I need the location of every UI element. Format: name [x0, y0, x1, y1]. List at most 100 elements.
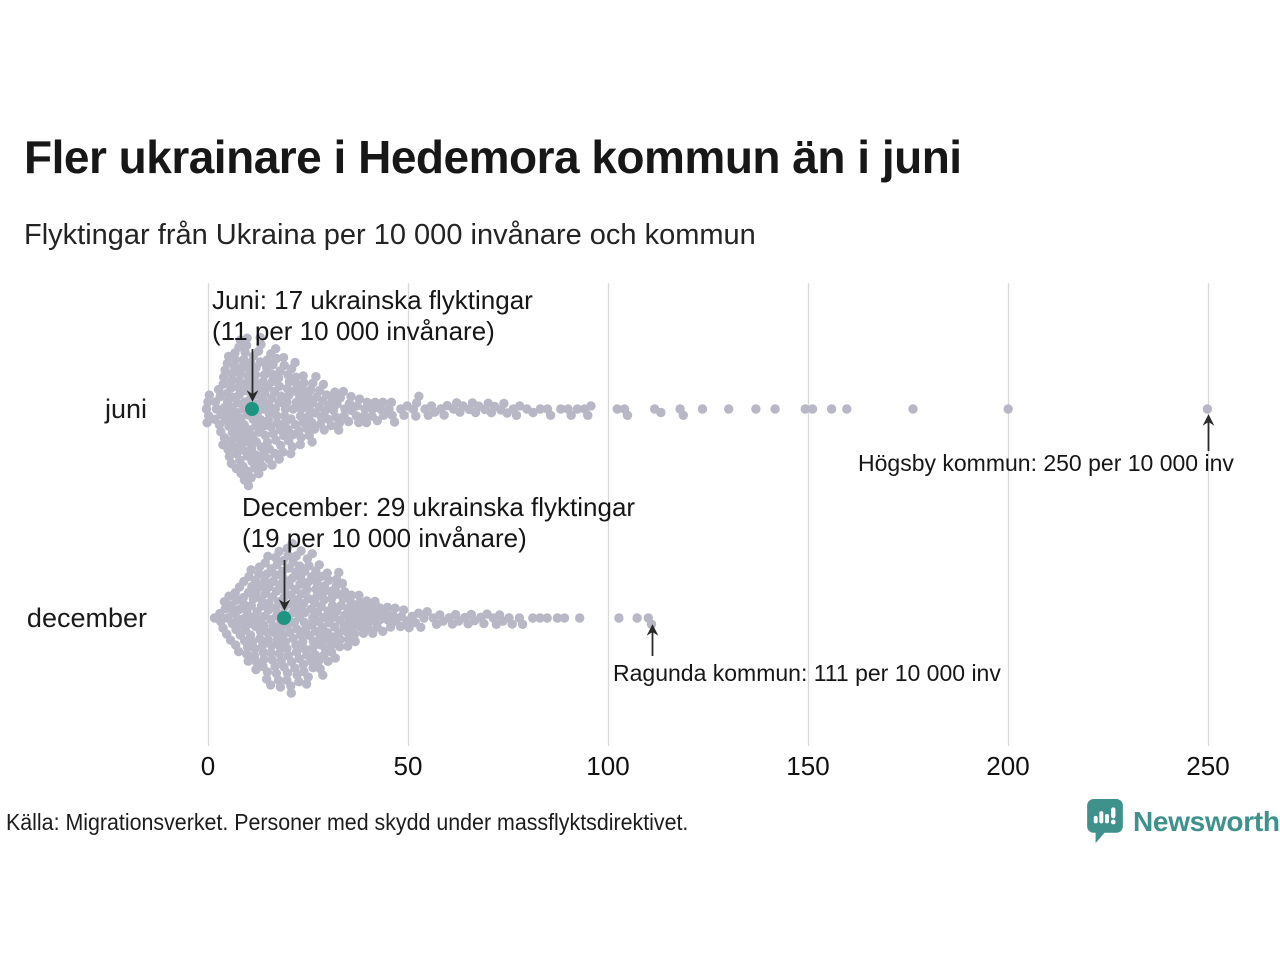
swarm-dot	[226, 383, 236, 393]
swarm-dot	[323, 656, 333, 666]
swarm-dot	[290, 357, 300, 368]
swarm-dot	[542, 613, 552, 623]
swarm-dot	[276, 391, 286, 401]
swarm-dot	[307, 437, 317, 447]
swarm-dot	[334, 425, 344, 435]
swarm-dot	[240, 347, 250, 358]
swarm-dot	[229, 362, 240, 372]
swarm-dot	[267, 460, 277, 470]
swarm-dot	[286, 688, 296, 698]
swarm-dot	[270, 661, 280, 672]
swarm-dot	[256, 339, 266, 350]
swarm-dot	[218, 379, 228, 389]
swarm-dot	[318, 379, 329, 390]
swarm-dot	[362, 596, 372, 606]
swarm-dot	[572, 404, 583, 414]
swarm-dot	[243, 481, 254, 491]
swarm-dot	[389, 417, 400, 427]
swarm-dot	[241, 340, 252, 351]
december-annotation-line1: December: 29 ukrainska flyktingar	[242, 492, 636, 522]
swarm-dot	[226, 376, 237, 386]
x-tick-label: 50	[393, 751, 423, 781]
swarm-dot	[254, 469, 264, 479]
swarm-dot	[379, 410, 389, 420]
row-label-juni: juni	[104, 394, 147, 424]
hogsby-outlier-annotation: Högsby kommun: 250 per 10 000 inv	[858, 450, 1234, 476]
swarm-dot	[267, 641, 277, 651]
swarm-dot	[334, 418, 345, 428]
swarm-dot	[274, 381, 285, 391]
swarm-dot	[646, 619, 657, 629]
newsworthy-brand: Newsworthy	[1086, 798, 1280, 845]
swarm-dot	[632, 613, 642, 623]
swarm-dot	[528, 613, 538, 623]
swarm-dot	[612, 404, 622, 414]
swarm-dot	[254, 569, 264, 579]
swarm-dot	[286, 681, 296, 691]
swarm-dot	[278, 447, 288, 457]
swarm-dot	[265, 680, 276, 690]
swarm-dot	[346, 590, 357, 600]
swarm-dot	[724, 404, 734, 414]
swarm-dot	[751, 404, 761, 414]
swarm-dot	[395, 621, 406, 632]
swarm-dot	[535, 404, 545, 414]
swarm-dot	[842, 404, 852, 414]
swarm-dot	[1202, 404, 1213, 414]
swarm-dot	[908, 404, 918, 414]
swarm-dot	[378, 397, 388, 407]
swarm-dot	[266, 648, 276, 658]
swarm-dot	[386, 397, 397, 407]
swarm-dot	[1003, 404, 1013, 414]
gridlines	[207, 283, 1210, 746]
swarm-dot	[262, 667, 273, 677]
swarm-dot	[422, 607, 432, 617]
swarm-dot	[517, 619, 528, 629]
swarm-dot	[390, 603, 400, 613]
swarm-dot	[334, 567, 344, 578]
swarm-dot	[302, 585, 312, 595]
swarm-dot	[334, 642, 345, 652]
swarm-dot	[370, 397, 380, 407]
swarm-dot	[535, 613, 545, 623]
swarm-dot	[337, 578, 348, 589]
swarm-dot	[399, 410, 409, 420]
swarm-dot	[439, 410, 449, 420]
swarm-dot	[274, 546, 284, 557]
juni-annotation-line1: Juni: 17 ukrainska flyktingar	[212, 285, 533, 315]
swarm-dot	[243, 372, 253, 382]
swarm-dot	[274, 454, 284, 464]
swarm-dot	[255, 332, 265, 343]
swarm-dot	[545, 410, 556, 420]
swarm-dot	[361, 418, 372, 428]
swarm-dot	[318, 670, 328, 680]
swarm-dot	[291, 372, 301, 382]
swarm-dot	[298, 371, 308, 381]
swarm-dot	[231, 355, 241, 365]
swarm-dot	[334, 628, 344, 638]
swarm-dot	[273, 373, 284, 383]
swarm-dot	[278, 352, 289, 363]
swarm-dot	[416, 622, 426, 632]
swarm-dot	[314, 560, 324, 570]
swarm-dot	[479, 618, 489, 629]
swarm-dot	[282, 668, 293, 678]
swarm-dot	[250, 644, 260, 654]
swarm-dot	[343, 641, 353, 651]
swarm-dot	[301, 679, 312, 689]
swarm-dot	[262, 627, 273, 638]
swarm-dot	[382, 602, 393, 612]
swarm-dot	[263, 605, 274, 615]
swarm-dot	[374, 603, 385, 613]
swarm-dot	[399, 605, 409, 615]
swarm-dot	[378, 626, 388, 636]
chart-subtitle: Flyktingar från Ukraina per 10 000 invån…	[24, 219, 756, 251]
swarm-dot	[298, 659, 308, 670]
swarm-dot	[614, 613, 624, 623]
newsworthy-logo-icon	[1086, 798, 1124, 845]
swarm-dot	[559, 613, 570, 623]
swarm-dot	[346, 391, 356, 402]
swarm-dot	[326, 420, 336, 431]
swarm-dot	[258, 647, 268, 657]
